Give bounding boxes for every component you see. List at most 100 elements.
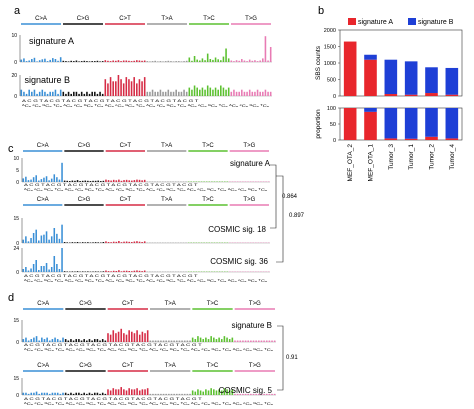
bar-d-sig5 — [242, 393, 244, 395]
bar-a-signature-b — [172, 91, 175, 96]
bar-c-signature-a — [40, 179, 43, 182]
bar-a-signature-b — [241, 89, 243, 96]
stacked-bar-proportion — [364, 108, 377, 112]
bar-c-sig18 — [71, 242, 74, 243]
bar-a-signature-b — [73, 91, 75, 96]
bar-a-signature-a — [109, 61, 112, 62]
bar-c-signature-a — [76, 180, 79, 182]
bar-d-sig5 — [25, 392, 27, 395]
y-tick-label-sbs-counts: 2000 — [324, 28, 336, 34]
bar-a-signature-a — [241, 59, 243, 62]
bar-a-signature-a — [217, 59, 219, 62]
bar-d-signature-b — [226, 337, 228, 342]
mutation-type-label-c: C>A — [37, 143, 49, 149]
bar-a-signature-b — [54, 89, 57, 96]
bar-a-signature-a — [230, 60, 233, 62]
context-axis-bottom-a: ᴬCₐ ᶜCₐ ᴳCₐ ᵀCₐ ᴬCₐ ᶜCₐ ᴳCₐ ᵀCₐ ᴬCₐ ᶜCₐ … — [22, 104, 270, 108]
bar-a-signature-a — [33, 57, 36, 62]
bar-d-sig5 — [75, 392, 78, 395]
bar-a-signature-b — [70, 93, 72, 96]
bar-d-signature-b — [30, 339, 33, 342]
bar-d-sig5 — [183, 393, 186, 395]
bar-a-signature-b — [86, 91, 88, 96]
bar-c-sig18 — [79, 242, 81, 243]
bar-a-signature-b — [233, 89, 235, 96]
bar-d-sig5 — [170, 393, 173, 395]
bar-d-signature-b — [255, 340, 257, 342]
bar-d-signature-b — [136, 330, 138, 342]
bar-d-sig5 — [133, 389, 136, 395]
bar-c-sig18 — [107, 242, 110, 243]
bar-a-signature-a — [143, 60, 146, 62]
signature-title-d-signature-b: signature B — [232, 321, 272, 330]
y-tick-label-a-signature-b: 20 — [11, 73, 17, 79]
bar-d-signature-b — [202, 339, 205, 342]
bar-a-signature-b — [94, 91, 96, 96]
bar-a-signature-b — [41, 89, 44, 96]
bar-d-sig5 — [88, 392, 91, 395]
bar-a-signature-a — [146, 61, 149, 62]
bar-a-signature-a — [220, 60, 222, 62]
bar-c-signature-a — [74, 180, 76, 182]
bar-d-signature-b — [101, 339, 104, 342]
bar-a-signature-b — [52, 91, 54, 96]
panel-label-a: a — [14, 5, 21, 17]
bar-d-signature-b — [239, 340, 242, 342]
bar-c-signature-a — [69, 181, 71, 182]
bar-a-signature-b — [28, 89, 30, 96]
bar-d-signature-b — [117, 331, 120, 342]
bar-a-signature-b — [62, 91, 65, 96]
panel-label-d: d — [8, 292, 14, 304]
bar-d-sig5 — [173, 393, 175, 395]
bar-a-signature-b — [212, 89, 214, 96]
bar-a-signature-b — [143, 77, 146, 96]
mutation-type-label-d-lower: C>G — [79, 363, 92, 369]
bar-a-signature-a — [49, 59, 51, 62]
mutation-type-label-d-lower: T>G — [249, 363, 261, 369]
bar-d-signature-b — [178, 340, 181, 342]
bar-c-sig18 — [76, 242, 79, 243]
bar-a-signature-a — [70, 60, 72, 62]
y-tick-label-proportion: 50 — [330, 122, 336, 128]
bar-a-signature-a — [164, 61, 167, 62]
bar-a-signature-b — [99, 91, 101, 96]
bar-d-signature-b — [218, 337, 220, 342]
bar-d-signature-b — [205, 337, 207, 342]
stacked-bar-sbs-counts — [343, 41, 357, 96]
mutation-type-label-d: C>G — [79, 301, 92, 307]
bar-a-signature-a — [104, 60, 107, 62]
bar-a-signature-a — [141, 60, 143, 62]
bar-c-sig18 — [27, 241, 30, 243]
bar-c-sig36 — [112, 270, 115, 272]
bar-d-sig5 — [247, 393, 250, 395]
bar-a-signature-b — [141, 81, 143, 96]
bar-a-signature-a — [31, 59, 33, 62]
y-tick-label-c-sig36: 0 — [16, 270, 19, 276]
bar-c-sig18 — [84, 242, 87, 243]
bar-d-sig5 — [244, 393, 247, 395]
bar-d-signature-b — [91, 340, 93, 342]
bar-c-signature-a — [56, 177, 58, 182]
y-tick-label-c-sig18: 15 — [13, 216, 19, 222]
bar-a-signature-a — [167, 60, 170, 62]
bar-d-sig5 — [125, 390, 128, 395]
bar-a-signature-b — [101, 93, 104, 96]
bar-a-signature-a — [201, 58, 204, 62]
bar-c-sig36 — [30, 268, 32, 272]
bar-a-signature-a — [44, 58, 46, 62]
bar-d-signature-b — [244, 340, 247, 342]
bar-a-signature-b — [20, 89, 23, 96]
bar-c-signature-a — [50, 178, 53, 182]
bar-d-signature-b — [38, 340, 40, 342]
similarity-d: 0.91 — [286, 355, 298, 361]
bar-c-sig36 — [56, 264, 58, 272]
bar-d-signature-b — [236, 340, 239, 342]
bar-a-signature-b — [104, 79, 107, 96]
bar-c-sig18 — [30, 238, 32, 243]
bar-a-signature-b — [175, 89, 177, 96]
y-tick-label-sbs-counts: 1500 — [324, 45, 336, 51]
bar-c-sig18 — [112, 241, 115, 243]
bar-d-signature-b — [80, 340, 83, 342]
mutation-type-label-c-lower: C>G — [78, 197, 91, 203]
bar-d-sig5 — [152, 393, 154, 395]
